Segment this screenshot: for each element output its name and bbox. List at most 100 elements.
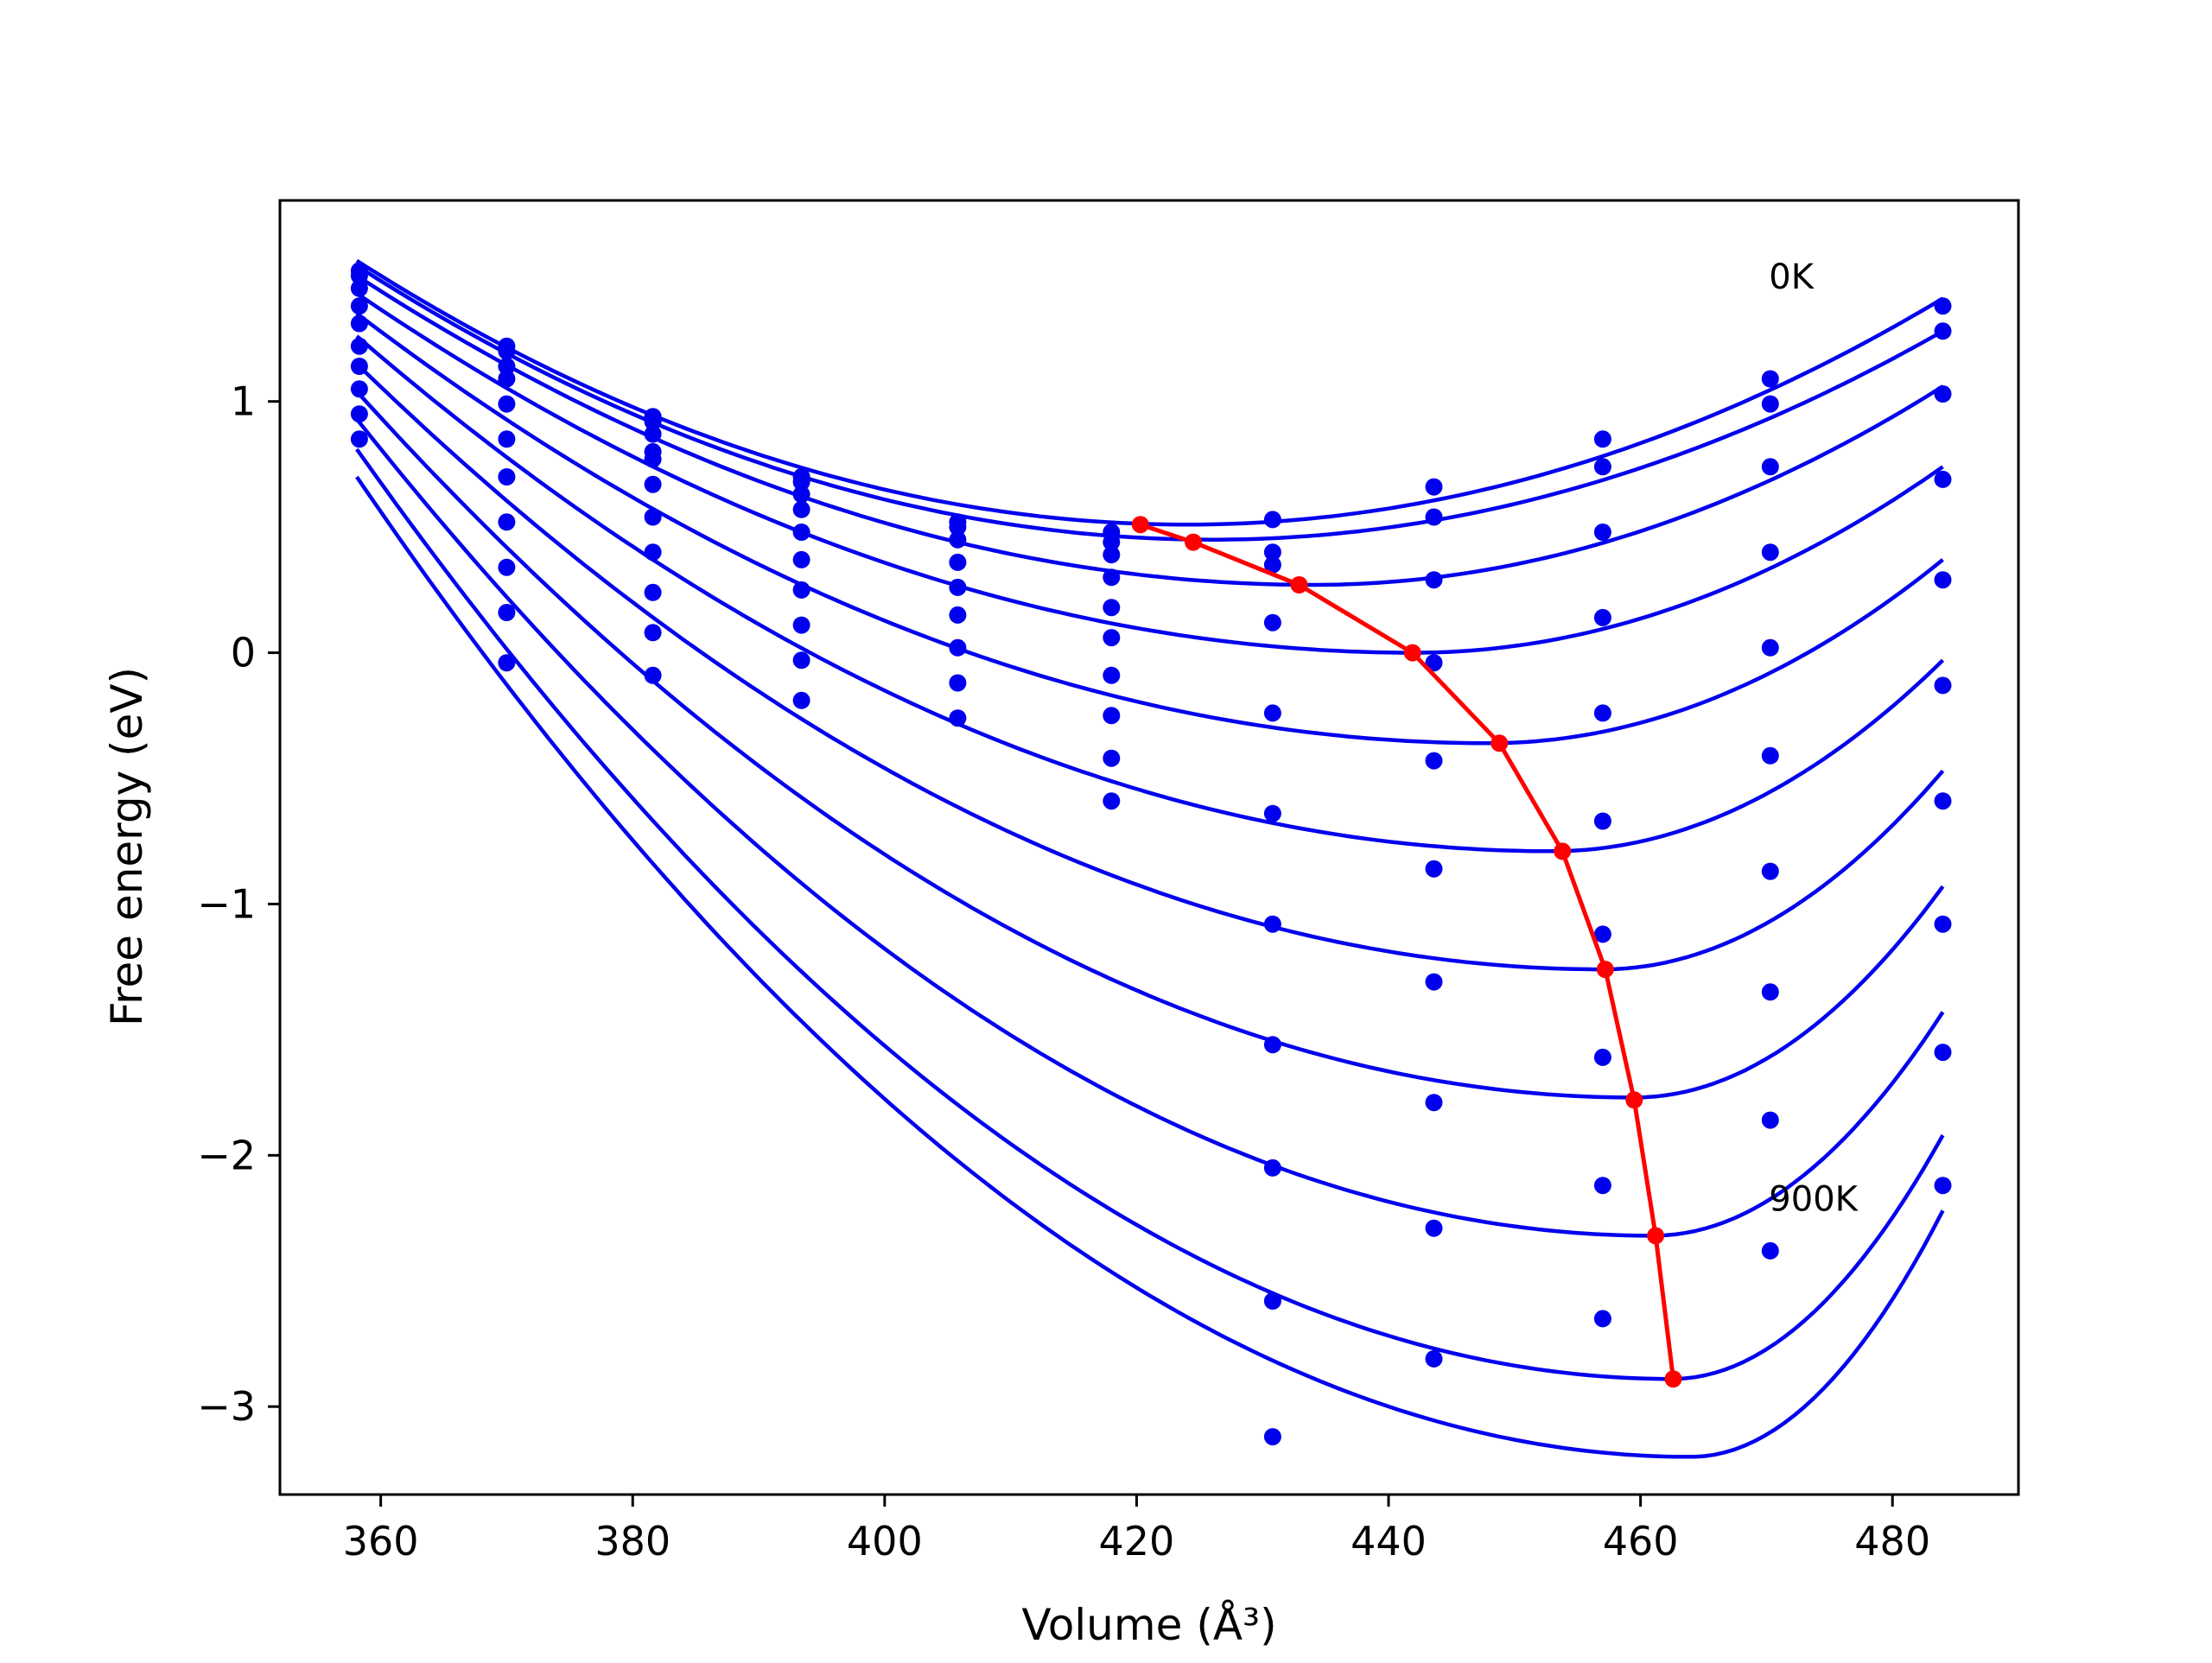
data-point: [1263, 1036, 1281, 1054]
data-point: [350, 279, 368, 297]
fit-curve: [355, 291, 1944, 655]
data-point: [1934, 1177, 1952, 1195]
data-point: [1103, 707, 1121, 725]
data-point: [1103, 546, 1121, 564]
data-point: [350, 297, 368, 315]
data-point: [949, 518, 967, 536]
data-point: [350, 337, 368, 355]
data-point: [1263, 543, 1281, 562]
data-point: [1425, 508, 1443, 526]
minimum-point: [1491, 734, 1509, 752]
fit-curve: [355, 274, 1944, 587]
data-point: [350, 314, 368, 333]
data-point: [498, 370, 516, 388]
data-point: [498, 468, 516, 486]
data-point: [949, 709, 967, 727]
x-tick-label: 380: [594, 1518, 671, 1565]
data-point: [498, 358, 516, 375]
minimum-point: [1554, 842, 1572, 860]
data-point: [498, 513, 516, 531]
x-tick-label: 440: [1351, 1518, 1427, 1565]
data-point: [1593, 925, 1611, 943]
data-point: [498, 395, 516, 413]
data-point: [1934, 676, 1952, 695]
data-point: [1934, 385, 1952, 403]
data-point: [949, 606, 967, 624]
x-axis-label: Volume (Å³): [1021, 1600, 1276, 1650]
data-point: [792, 691, 810, 709]
fit-curve: [355, 312, 1944, 746]
data-point: [1103, 666, 1121, 684]
data-point: [644, 583, 662, 601]
data-point: [1761, 862, 1779, 880]
data-point: [1425, 860, 1443, 878]
data-point: [1934, 792, 1952, 810]
data-point: [949, 553, 967, 571]
x-tick-label: 460: [1603, 1518, 1679, 1565]
data-point: [1425, 478, 1443, 496]
fit-curve: [355, 362, 1945, 972]
y-tick-label: −2: [197, 1132, 256, 1178]
minimum-point: [1403, 644, 1421, 662]
data-point: [1425, 654, 1443, 672]
x-tick-label: 420: [1099, 1518, 1175, 1565]
x-ticks: 360 380 400 420 440 460 480: [343, 1495, 1930, 1565]
data-point: [949, 638, 967, 657]
minimum-point: [1290, 576, 1308, 593]
fit-curve: [355, 417, 1945, 1238]
data-point: [1593, 1048, 1611, 1066]
data-point: [498, 654, 516, 672]
data-point: [1425, 1349, 1443, 1368]
data-point: [498, 430, 516, 448]
data-point: [1934, 1044, 1952, 1062]
data-point: [1263, 915, 1281, 933]
data-point: [1593, 608, 1611, 626]
annotations: 0K 900K: [1769, 257, 1859, 1220]
minimum-point: [1596, 961, 1614, 979]
data-point: [1263, 804, 1281, 822]
data-point: [498, 558, 516, 576]
data-point: [1263, 1158, 1281, 1177]
data-point: [1263, 511, 1281, 529]
data-point: [1934, 322, 1952, 340]
x-tick-label: 480: [1854, 1518, 1930, 1565]
data-point: [350, 358, 368, 375]
data-point: [644, 624, 662, 642]
minimum-point: [1664, 1370, 1682, 1388]
data-point: [1263, 613, 1281, 632]
axes-frame: [278, 199, 2020, 1496]
data-point: [1761, 983, 1779, 1001]
data-point: [644, 666, 662, 684]
data-point: [350, 380, 368, 398]
x-tick-label: 360: [343, 1518, 419, 1565]
data-point: [1263, 1428, 1281, 1446]
data-point: [644, 413, 662, 430]
data-point: [1761, 543, 1779, 562]
data-point: [949, 674, 967, 692]
temperature-annotation: 900K: [1769, 1179, 1859, 1219]
data-point: [792, 473, 810, 491]
data-point: [644, 543, 662, 562]
data-point: [644, 450, 662, 468]
data-point: [1934, 571, 1952, 589]
fit-curve: [355, 334, 1945, 854]
data-point: [1103, 568, 1121, 587]
data-point: [1263, 1292, 1281, 1310]
minimum-point: [1625, 1091, 1643, 1109]
data-point: [1593, 1177, 1611, 1195]
data-point: [1593, 458, 1611, 476]
data-point: [792, 550, 810, 568]
data-point: [1425, 752, 1443, 770]
fit-curve: [355, 475, 1945, 1459]
data-point: [1425, 973, 1443, 991]
data-points: [350, 262, 1952, 1446]
data-point: [792, 616, 810, 634]
data-point: [1263, 555, 1281, 574]
x-axis-label-text: Volume: [1021, 1600, 1182, 1650]
data-point: [350, 405, 368, 423]
y-tick-label: 1: [231, 378, 256, 425]
data-point: [1425, 1094, 1443, 1112]
y-tick-label: −1: [197, 880, 256, 927]
